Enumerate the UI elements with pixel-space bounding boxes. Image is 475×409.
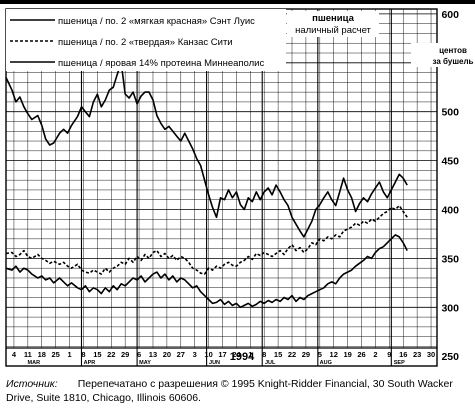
unit-box (411, 43, 465, 67)
month-label: JUN (209, 360, 220, 366)
x-tick-label: 15 (274, 350, 282, 359)
x-tick-label: 1 (67, 350, 71, 359)
series-line-spring (5, 234, 408, 309)
source-note: Источник: Перепечатано с разрешения © 199… (6, 377, 468, 405)
chart-grid (6, 9, 437, 366)
series-layer (5, 62, 408, 309)
series-line-hard (5, 204, 408, 275)
month-label: APR (84, 360, 96, 366)
x-tick-label: 22 (107, 350, 115, 359)
x-tick-label: 8 (262, 350, 266, 359)
x-tick-label: 16 (399, 350, 407, 359)
x-tick-label: 30 (427, 350, 435, 359)
x-tick-label: 18 (38, 350, 46, 359)
x-tick-label: 24 (232, 350, 241, 359)
x-tick-label: 11 (24, 350, 32, 359)
chart-header-subtitle: наличный расчет (295, 25, 371, 36)
series-line-soft-red (5, 62, 408, 238)
x-tick-label: 13 (149, 350, 157, 359)
x-tick-label: 6 (137, 350, 141, 359)
x-tick-label: 22 (288, 350, 296, 359)
x-tick-label: 1 (248, 350, 252, 359)
legend: пшеница / по. 2 «мягкая красная» Сэнт Лу… (10, 16, 264, 69)
y-tick-label: 250 (441, 351, 459, 363)
source-text: Перепечатано с разрешения © 1995 Knight-… (6, 378, 453, 404)
x-tick-label: 15 (93, 350, 101, 359)
month-label: AUG (320, 360, 332, 366)
year-label: 1994 (230, 351, 255, 363)
x-tick-label: 25 (51, 350, 59, 359)
month-label: MAY (139, 360, 151, 366)
x-tick-label: 20 (163, 350, 171, 359)
y-tick-label: 450 (441, 156, 459, 168)
x-tick-label: 19 (343, 350, 351, 359)
x-tick-label: 29 (121, 350, 129, 359)
chart-header-title: пшеница (312, 13, 354, 24)
y-tick-label: 500 (441, 107, 459, 119)
y-tick-label: 600 (441, 9, 459, 21)
x-tick-label: 29 (302, 350, 310, 359)
x-tick-label: 4 (12, 350, 17, 359)
x-tick-label: 27 (177, 350, 185, 359)
month-label: JUL (265, 360, 276, 366)
header-box (287, 11, 379, 37)
x-tick-label: 23 (413, 350, 421, 359)
x-tick-label: 8 (81, 350, 85, 359)
unit-label-line1: центов (439, 46, 467, 55)
x-tick-label: 5 (318, 350, 322, 359)
x-tick-label: 2 (373, 350, 377, 359)
month-label: MAR (28, 360, 41, 366)
legend-label-soft-red: пшеница / по. 2 «мягкая красная» Сэнт Лу… (58, 16, 255, 27)
wheat-price-chart: 250300350400450500550600 411182518152229… (0, 0, 475, 367)
unit-label-line2: за бушель (433, 57, 474, 66)
y-tick-label: 350 (441, 253, 459, 265)
legend-label-spring: пшеница / яровая 14% протеина Миннеаполи… (58, 58, 264, 69)
x-tick-label: 10 (204, 350, 212, 359)
month-label: SEP (394, 360, 405, 366)
y-tick-label: 300 (441, 302, 459, 314)
x-axis-ticks: 4 11 18 25 1 8 15 22 29 6 13 20 27 3 10 17 24 1 8 15 22 29 5 12… (12, 350, 435, 366)
top-title-strip (0, 0, 475, 4)
x-tick-label: 9 (387, 350, 391, 359)
y-tick-label: 400 (441, 205, 459, 217)
x-tick-label: 3 (193, 350, 197, 359)
source-label: Источник: (6, 378, 58, 390)
legend-label-hard: пшеница / по. 2 «твердая» Канзас Сити (58, 37, 233, 48)
x-tick-label: 17 (218, 350, 226, 359)
x-tick-label: 12 (330, 350, 338, 359)
x-tick-label: 26 (357, 350, 365, 359)
